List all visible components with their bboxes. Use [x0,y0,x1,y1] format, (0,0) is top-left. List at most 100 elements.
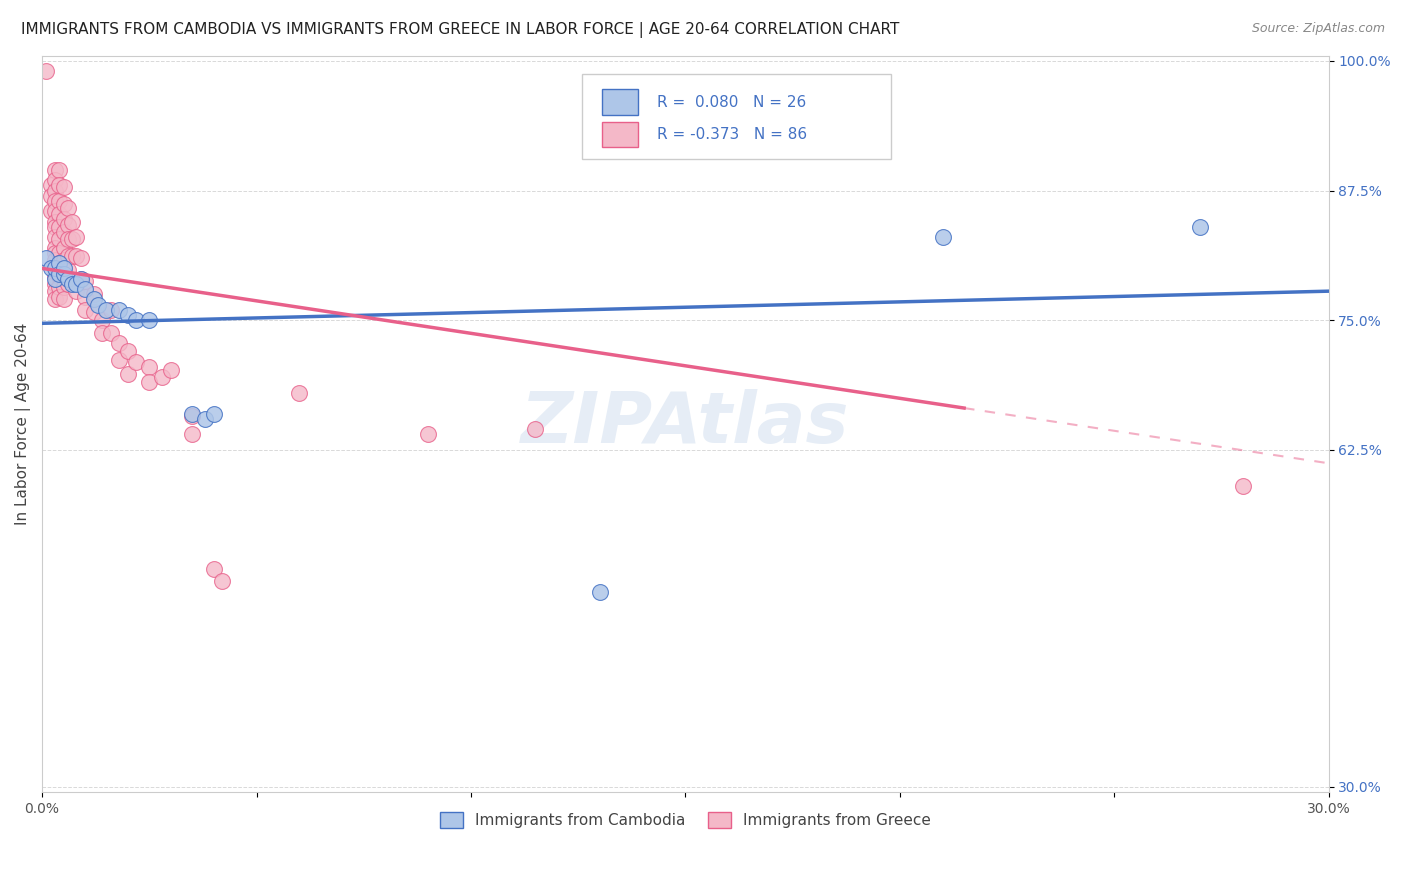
Point [44,271,66,285]
Point [44,261,66,276]
Point [100,326,122,340]
Point [524,422,547,436]
Point [181,409,204,423]
Point [52,267,75,281]
FancyBboxPatch shape [582,74,891,159]
Point [35,251,58,265]
Point [73,290,96,304]
Point [108,302,131,317]
Point [44,219,66,234]
Point [181,427,204,442]
Point [60,277,83,291]
Text: R =  0.080   N = 26: R = 0.080 N = 26 [657,95,806,110]
FancyBboxPatch shape [602,89,638,115]
Point [52,280,75,294]
Point [44,194,66,208]
Point [44,215,66,229]
Point [48,219,70,234]
Text: ZIPAtlas: ZIPAtlas [522,390,849,458]
Point [117,308,139,322]
Point [181,407,204,421]
FancyBboxPatch shape [602,121,638,147]
Point [35,64,58,78]
Point [48,256,70,270]
Point [65,284,87,298]
Text: R = -0.373   N = 86: R = -0.373 N = 86 [657,127,807,142]
Point [48,232,70,246]
Point [52,225,75,239]
Point [60,249,83,263]
Point [194,411,217,425]
Point [87,298,110,312]
Point [48,194,70,208]
Point [65,249,87,263]
Point [52,211,75,226]
Point [48,256,70,270]
Point [56,201,79,215]
Point [588,585,610,599]
Point [48,245,70,260]
Point [44,173,66,187]
Point [44,253,66,268]
Point [83,293,105,307]
Y-axis label: In Labor Force | Age 20-64: In Labor Force | Age 20-64 [15,323,31,525]
Point [138,376,160,390]
Point [108,352,131,367]
Point [138,359,160,374]
Point [1232,479,1254,493]
Point [73,274,96,288]
Point [52,253,75,268]
Point [44,261,66,276]
Point [150,370,173,384]
Point [52,180,75,194]
Point [44,284,66,298]
Point [52,293,75,307]
Text: Source: ZipAtlas.com: Source: ZipAtlas.com [1251,22,1385,36]
Point [69,271,91,285]
Point [69,271,91,285]
Point [48,267,70,281]
Point [138,313,160,327]
Point [44,184,66,198]
Point [83,287,105,301]
Point [44,204,66,219]
Point [83,305,105,319]
Point [65,230,87,244]
Point [52,241,75,255]
Point [44,245,66,260]
Point [73,282,96,296]
Point [39,188,62,202]
Point [52,197,75,211]
Point [202,562,225,576]
Point [56,249,79,263]
Point [48,268,70,283]
Point [931,230,953,244]
Point [91,326,114,340]
Point [52,261,75,276]
Point [44,230,66,244]
Point [69,251,91,265]
Text: IMMIGRANTS FROM CAMBODIA VS IMMIGRANTS FROM GREECE IN LABOR FORCE | AGE 20-64 CO: IMMIGRANTS FROM CAMBODIA VS IMMIGRANTS F… [21,22,900,38]
Point [159,363,181,377]
Point [44,268,66,283]
Point [39,261,62,276]
Point [60,215,83,229]
Point [56,232,79,246]
Point [202,407,225,421]
Point [56,218,79,232]
Point [56,263,79,277]
Point [288,385,311,400]
Point [48,280,70,294]
Point [39,178,62,193]
Legend: Immigrants from Cambodia, Immigrants from Greece: Immigrants from Cambodia, Immigrants fro… [432,805,939,836]
Point [1188,219,1211,234]
Point [211,574,233,589]
Point [125,313,148,327]
Point [125,354,148,368]
Point [48,162,70,177]
Point [117,367,139,381]
Point [44,162,66,177]
Point [44,241,66,255]
Point [96,302,118,317]
Point [65,277,87,291]
